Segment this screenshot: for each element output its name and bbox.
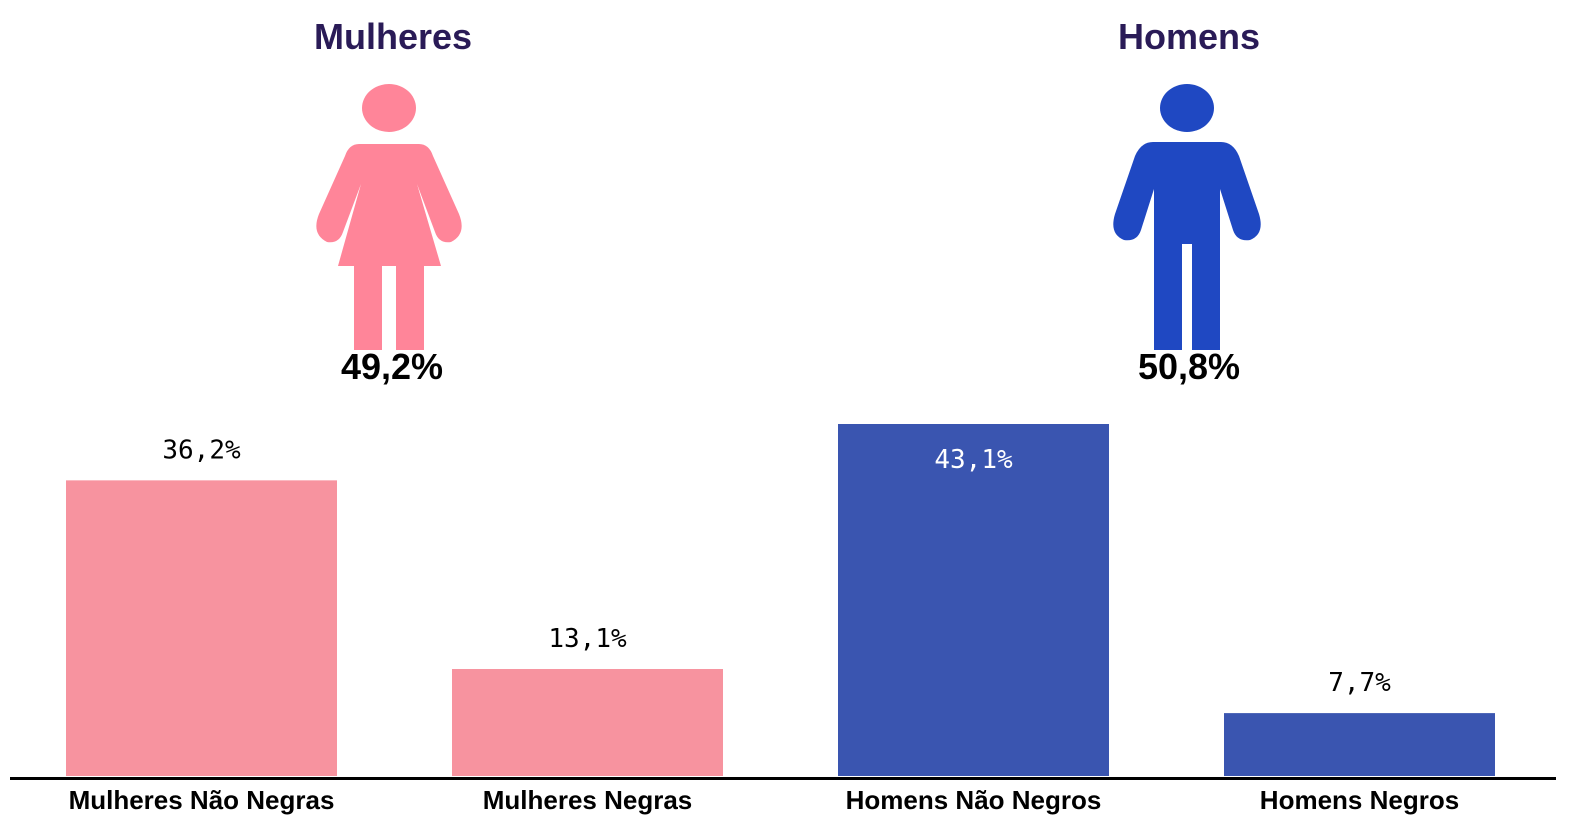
bar-value-label-1: 36,2% — [162, 435, 241, 465]
bar-1 — [66, 480, 337, 776]
men-percent: 50,8% — [1137, 346, 1241, 387]
bar-3 — [838, 424, 1109, 776]
bar-value-label-4: 7,7% — [1328, 668, 1391, 698]
bar-value-label-2: 13,1% — [548, 624, 627, 654]
bar-value-label-3: 43,1% — [934, 445, 1013, 475]
man-icon — [1113, 84, 1261, 350]
bar-2 — [452, 669, 723, 776]
category-label-1: Mulheres Não Negras — [69, 785, 335, 815]
category-label-2: Mulheres Negras — [483, 785, 693, 815]
category-label-3: Homens Não Negros — [846, 785, 1102, 815]
woman-icon — [316, 84, 462, 350]
labels-layer: 36,2% Mulheres Não Negras 13,1% Mulheres Ne… — [69, 435, 1460, 815]
bar-4 — [1224, 713, 1495, 776]
women-percent: 49,2% — [340, 346, 444, 387]
women-group-title: Mulheres — [313, 16, 473, 57]
bars-layer — [66, 424, 1495, 776]
category-label-4: Homens Negros — [1260, 785, 1459, 815]
men-group-title: Homens — [1117, 16, 1261, 57]
